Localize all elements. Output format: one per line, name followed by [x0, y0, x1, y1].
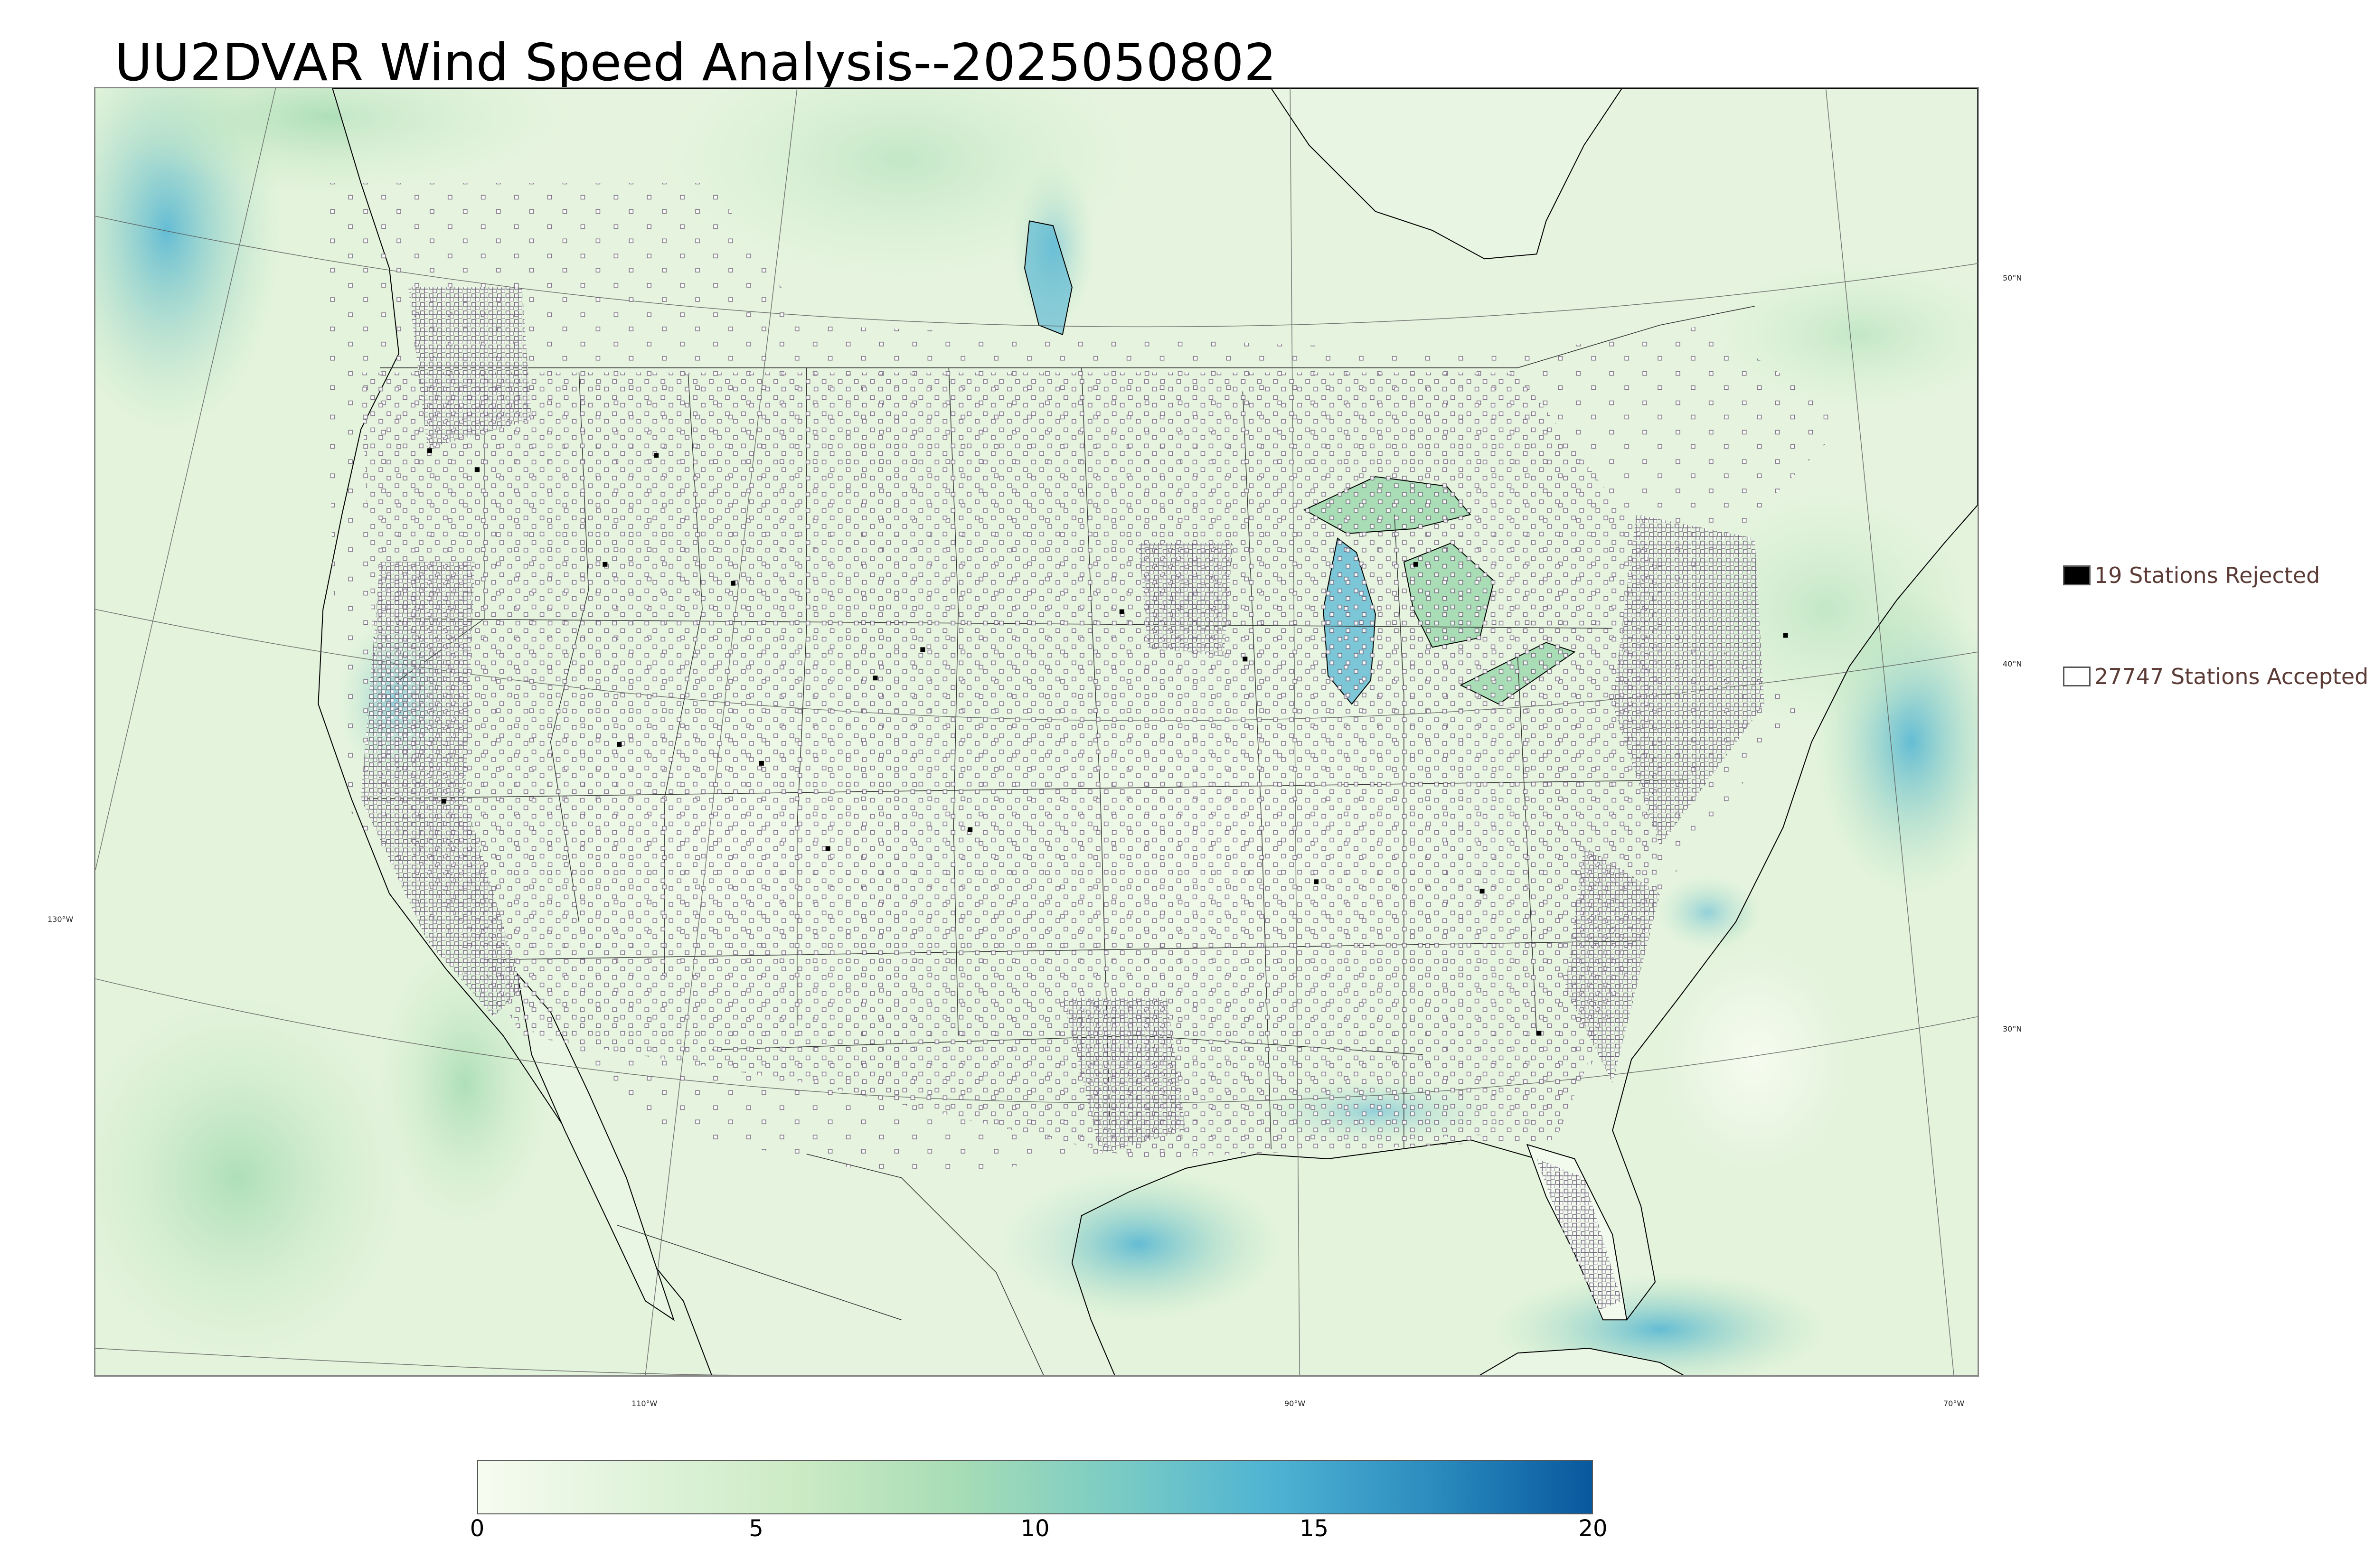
- map-title: UU2DVAR Wind Speed Analysis--2025050802: [114, 33, 1277, 93]
- colorbar-tick-15: 15: [1299, 1515, 1329, 1542]
- rejected-label: 19 Stations Rejected: [2094, 563, 2320, 588]
- rejected-swatch: [2063, 565, 2091, 585]
- colorbar-tick-10: 10: [1020, 1515, 1050, 1542]
- colorbar-tick-0: 0: [470, 1515, 485, 1542]
- lon-label-110w: 110°W: [631, 1399, 658, 1408]
- rejected-stations: [427, 448, 1788, 1036]
- lat-label-40n: 40°N: [2003, 659, 2022, 668]
- wind-speed-map: [94, 87, 1979, 1377]
- colorbar-tick-5: 5: [749, 1515, 763, 1542]
- wind-speed-colorbar: [477, 1460, 1593, 1514]
- map-canvas: [95, 88, 1978, 1375]
- lon-label-70w: 70°W: [1943, 1399, 1965, 1408]
- cuba: [1479, 1348, 1684, 1375]
- accepted-label: 27747 Stations Accepted: [2094, 664, 2369, 689]
- hudson-bay: [1271, 88, 1623, 260]
- legend-rejected: 19 Stations Rejected: [2063, 563, 2320, 588]
- baja-california: [517, 972, 675, 1321]
- lat-label-30n: 30°N: [2003, 1024, 2022, 1033]
- colorbar-tick-20: 20: [1578, 1515, 1608, 1542]
- lon-label-90w: 90°W: [1284, 1399, 1306, 1408]
- lake-winnipeg: [1024, 220, 1073, 336]
- accepted-swatch: [2063, 667, 2091, 686]
- legend-accepted: 27747 Stations Accepted: [2063, 664, 2368, 689]
- lon-label-130w: 130°W: [47, 915, 74, 924]
- station-markers: [323, 183, 1850, 1311]
- lat-label-50n: 50°N: [2003, 273, 2022, 282]
